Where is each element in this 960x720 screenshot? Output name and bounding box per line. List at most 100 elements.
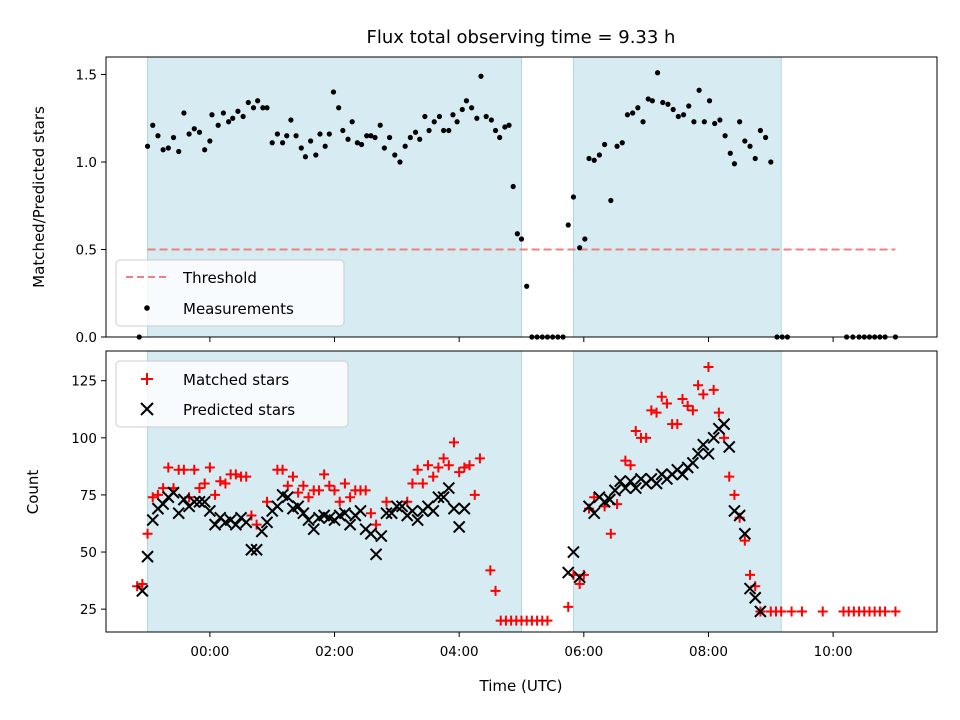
data-point	[274, 131, 280, 137]
data-point	[446, 127, 452, 134]
data-point	[298, 480, 309, 491]
data-point	[691, 447, 705, 461]
data-point	[255, 98, 261, 104]
flux-ratio-panel: Flux total observing time = 9.33 h 0.00.…	[30, 27, 938, 346]
data-point	[202, 147, 208, 153]
data-point	[193, 495, 206, 508]
data-point	[264, 105, 270, 111]
data-point	[656, 391, 667, 402]
data-point	[165, 145, 171, 151]
data-point	[565, 222, 571, 228]
data-point	[298, 145, 304, 151]
data-point	[712, 120, 718, 127]
data-point	[518, 236, 525, 242]
legend-predicted-swatch	[140, 402, 154, 416]
data-point	[203, 504, 217, 518]
data-point	[170, 134, 177, 141]
data-point	[436, 113, 443, 120]
data-point	[677, 393, 688, 404]
data-point	[582, 500, 596, 513]
data-point	[297, 506, 310, 520]
data-point	[469, 489, 480, 500]
measurements-series	[136, 70, 899, 340]
data-point	[386, 134, 393, 141]
data-point	[490, 585, 501, 596]
data-point	[713, 407, 724, 418]
x-axis-ticks: 00:00 02:00 04:00 06:00 08:00 10:00	[190, 632, 853, 660]
data-point	[142, 528, 153, 539]
data-point	[613, 475, 627, 488]
data-point	[338, 506, 352, 520]
data-point	[733, 509, 746, 522]
plot-frame	[105, 56, 938, 338]
data-point	[438, 453, 449, 464]
data-point	[459, 462, 470, 473]
y-tick-label: 25	[80, 602, 97, 618]
data-point	[422, 113, 428, 120]
data-point	[163, 462, 174, 473]
data-point	[245, 543, 258, 556]
data-point	[198, 495, 211, 508]
data-point	[675, 113, 681, 120]
data-point	[390, 500, 404, 513]
observation-interval-band	[572, 56, 782, 338]
data-point	[686, 103, 692, 109]
data-point	[442, 481, 455, 495]
data-point	[506, 122, 512, 128]
data-point	[443, 460, 454, 471]
data-point	[220, 478, 231, 489]
data-point	[743, 582, 757, 595]
data-point	[156, 497, 170, 511]
data-point	[345, 136, 351, 142]
star-count-panel: 25 50 75 100 125 00:00 02:00 04:00 06:00 08:00 10…	[24, 350, 938, 695]
data-point	[680, 112, 687, 118]
data-point	[269, 140, 275, 146]
data-point	[458, 502, 471, 515]
data-point	[412, 129, 419, 135]
data-point	[702, 447, 715, 461]
data-point	[411, 513, 424, 527]
data-point	[588, 506, 601, 520]
data-point	[313, 485, 324, 496]
data-point	[385, 506, 398, 520]
data-point	[423, 460, 434, 471]
data-point	[591, 157, 597, 163]
data-point	[624, 112, 631, 118]
data-point	[573, 570, 586, 584]
x-axis-label: Time (UTC)	[479, 677, 563, 695]
data-point	[469, 105, 475, 111]
data-point	[288, 117, 294, 123]
data-point	[215, 476, 226, 487]
y-tick-label: 0.0	[76, 330, 97, 346]
data-point	[199, 478, 210, 489]
data-point	[474, 453, 485, 464]
legend-label: Measurements	[183, 300, 294, 318]
data-point	[737, 119, 743, 125]
data-point	[417, 478, 428, 489]
x-axis-ticks	[209, 337, 834, 342]
data-point	[208, 518, 222, 531]
data-point	[619, 140, 625, 146]
data-point	[324, 480, 335, 491]
data-point	[703, 361, 714, 372]
data-point	[250, 543, 263, 556]
data-point	[322, 143, 328, 149]
data-point	[207, 138, 213, 144]
data-point	[277, 464, 288, 475]
data-point	[596, 152, 603, 158]
y-axis-label: Count	[24, 470, 42, 515]
data-point	[701, 119, 707, 125]
y-tick-label: 100	[71, 431, 97, 447]
x-tick-label: 00:00	[190, 644, 229, 660]
legend-box	[115, 259, 345, 327]
data-point	[147, 492, 158, 503]
data-point	[747, 143, 753, 149]
legend: Threshold Measurements	[115, 259, 345, 327]
data-point	[137, 579, 148, 590]
x-tick-label: 08:00	[689, 644, 728, 660]
data-point	[136, 584, 149, 598]
data-point	[651, 407, 662, 418]
data-point	[448, 437, 459, 448]
predicted-stars-series	[136, 417, 767, 618]
data-point	[478, 73, 484, 79]
